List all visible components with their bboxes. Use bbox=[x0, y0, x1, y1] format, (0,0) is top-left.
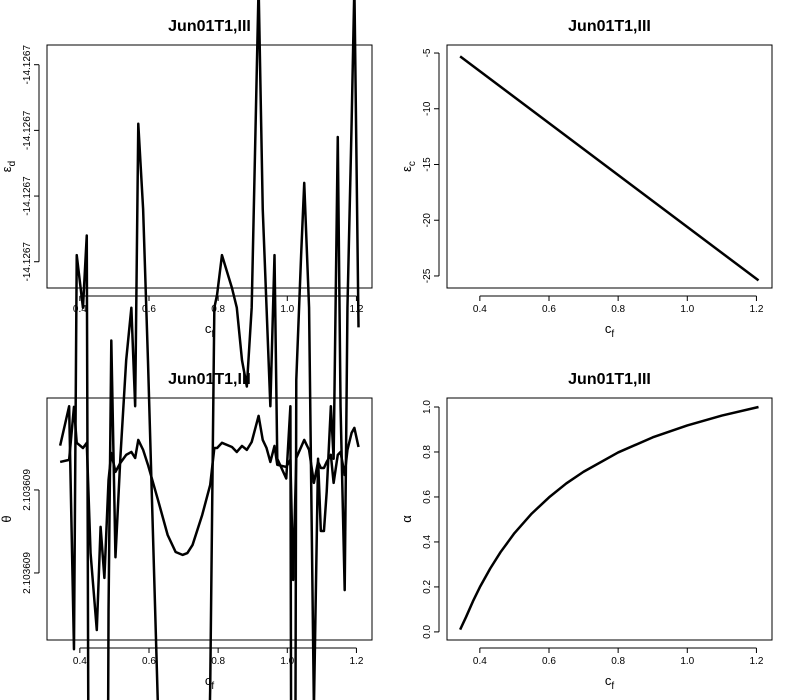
x-tick-label: 1.2 bbox=[349, 304, 363, 315]
x-tick-label: 1.0 bbox=[680, 304, 694, 315]
chart-title: Jun01T1,III bbox=[168, 371, 251, 388]
x-label-sub: f bbox=[211, 681, 214, 692]
y-tick-label: -14.1267 bbox=[22, 45, 33, 85]
y-tick-label: -14.1267 bbox=[22, 110, 33, 150]
y-tick-label: -14.1267 bbox=[22, 242, 33, 282]
y-tick-label: -14.1267 bbox=[22, 176, 33, 216]
plot-frame bbox=[446, 44, 773, 289]
plot-frame bbox=[446, 397, 773, 641]
y-label-main: α bbox=[399, 515, 414, 523]
y-tick-label: 0.2 bbox=[422, 580, 433, 594]
data-line bbox=[459, 55, 760, 282]
chart-title: Jun01T1,III bbox=[568, 371, 651, 388]
plot-frame bbox=[46, 397, 373, 641]
x-tick-label: 1.2 bbox=[349, 656, 363, 667]
x-axis-label: cf bbox=[605, 673, 615, 692]
chart-title: Jun01T1,III bbox=[568, 18, 651, 35]
y-tick-label: -5 bbox=[422, 48, 433, 57]
x-tick-label: 0.8 bbox=[611, 304, 625, 315]
x-tick-label: 0.6 bbox=[542, 656, 556, 667]
x-axis-label: cf bbox=[605, 321, 615, 340]
data-line bbox=[459, 405, 759, 631]
x-label-main: c bbox=[205, 673, 212, 688]
y-tick-label: 0.8 bbox=[422, 445, 433, 459]
x-axis-label: cf bbox=[205, 673, 215, 692]
y-label-sub: c bbox=[407, 161, 418, 166]
data-line bbox=[59, 405, 360, 632]
y-label-main: θ bbox=[0, 515, 14, 522]
plot-frame bbox=[46, 44, 373, 289]
y-axis-label: εd bbox=[0, 161, 18, 172]
x-tick-label: 0.8 bbox=[211, 656, 225, 667]
x-tick-label: 0.6 bbox=[142, 656, 156, 667]
x-tick-label: 1.0 bbox=[680, 656, 694, 667]
x-tick-label: 0.4 bbox=[473, 304, 487, 315]
y-tick-label: 0.6 bbox=[422, 490, 433, 504]
y-axis-label: α bbox=[399, 515, 414, 523]
x-label-main: c bbox=[605, 321, 612, 336]
y-tick-label: -25 bbox=[422, 268, 433, 283]
y-tick-label: 2.103609 bbox=[22, 552, 33, 594]
x-tick-label: 1.2 bbox=[749, 656, 763, 667]
x-tick-label: 0.4 bbox=[73, 304, 87, 315]
y-tick-label: 0.0 bbox=[422, 625, 433, 639]
y-tick-label: 2.103609 bbox=[22, 469, 33, 511]
x-tick-label: 1.0 bbox=[280, 304, 294, 315]
y-tick-label: -20 bbox=[422, 213, 433, 228]
x-tick-label: 0.8 bbox=[611, 656, 625, 667]
x-tick-label: 0.4 bbox=[73, 656, 87, 667]
x-tick-label: 1.2 bbox=[749, 304, 763, 315]
x-tick-label: 0.4 bbox=[473, 656, 487, 667]
y-label-main: ε bbox=[0, 166, 14, 172]
y-tick-label: 0.4 bbox=[422, 535, 433, 549]
y-label-sub: d bbox=[7, 161, 18, 167]
x-tick-label: 0.8 bbox=[211, 304, 225, 315]
y-tick-label: -15 bbox=[422, 157, 433, 172]
x-tick-label: 0.6 bbox=[542, 304, 556, 315]
x-tick-label: 0.6 bbox=[142, 304, 156, 315]
chart-title: Jun01T1,III bbox=[168, 18, 251, 35]
y-axis-label: εc bbox=[399, 161, 418, 172]
y-tick-label: -10 bbox=[422, 101, 433, 116]
x-label-sub: f bbox=[611, 329, 614, 340]
x-label-sub: f bbox=[611, 681, 614, 692]
x-label-main: c bbox=[605, 673, 612, 688]
y-tick-label: 1.0 bbox=[422, 400, 433, 414]
x-label-main: c bbox=[205, 321, 212, 336]
y-label-main: ε bbox=[399, 166, 414, 172]
y-axis-label: θ bbox=[0, 515, 14, 522]
x-tick-label: 1.0 bbox=[280, 656, 294, 667]
data-line bbox=[58, 0, 360, 700]
